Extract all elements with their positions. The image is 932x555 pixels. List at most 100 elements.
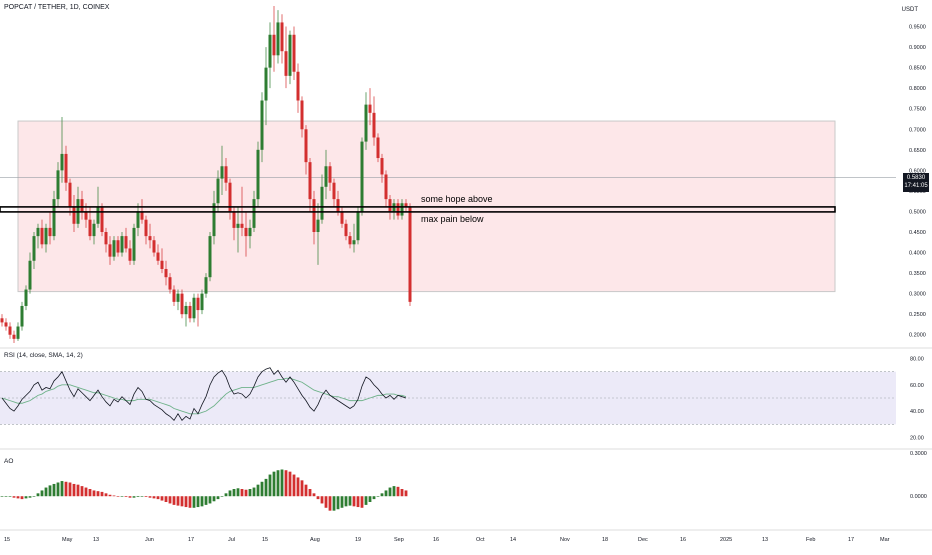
time-tick-label: Sep bbox=[394, 537, 404, 543]
time-tick-label: 13 bbox=[93, 537, 99, 543]
ao-bar bbox=[344, 496, 348, 507]
ao-bar bbox=[256, 484, 260, 497]
ao-bar bbox=[64, 481, 68, 497]
candle-body bbox=[244, 227, 248, 237]
candle-body bbox=[272, 34, 276, 56]
ao-bar bbox=[12, 496, 16, 498]
time-tick-label: Nov bbox=[560, 537, 570, 543]
price-tick-label: 0.8000 bbox=[909, 86, 926, 92]
ao-bar bbox=[72, 483, 76, 497]
ao-bar bbox=[356, 496, 360, 508]
candle-body bbox=[284, 51, 288, 76]
ao-bar bbox=[304, 484, 308, 497]
candle-body bbox=[112, 240, 116, 257]
price-tick-label: 0.3500 bbox=[909, 271, 926, 277]
ao-bar bbox=[128, 496, 132, 498]
candle-body bbox=[124, 236, 128, 249]
ao-bar bbox=[172, 496, 176, 505]
ao-bar bbox=[96, 491, 100, 497]
candle-body bbox=[328, 166, 332, 183]
candle-body bbox=[28, 260, 32, 290]
candle-body bbox=[144, 219, 148, 237]
ao-bar bbox=[360, 496, 364, 508]
candle-body bbox=[72, 207, 76, 224]
ao-bar bbox=[212, 496, 216, 502]
ao-bar bbox=[40, 490, 44, 497]
ao-bar bbox=[80, 486, 84, 497]
candle-body bbox=[88, 219, 92, 237]
candle-body bbox=[216, 178, 220, 204]
ao-bar bbox=[108, 494, 112, 497]
candle-body bbox=[56, 170, 60, 200]
ao-bar bbox=[324, 496, 328, 508]
candle-body bbox=[132, 227, 136, 261]
candle-body bbox=[128, 248, 132, 261]
candle-body bbox=[312, 199, 316, 232]
candle-body bbox=[248, 227, 252, 237]
ao-bar bbox=[20, 496, 24, 500]
ao-bar bbox=[104, 493, 108, 497]
time-tick-label: 15 bbox=[262, 537, 268, 543]
ao-bar bbox=[312, 493, 316, 497]
price-tick-label: 0.3000 bbox=[909, 292, 926, 298]
ao-bar bbox=[24, 496, 28, 499]
candle-body bbox=[136, 211, 140, 228]
candle-body bbox=[276, 22, 280, 56]
candle-body bbox=[236, 223, 240, 228]
candle-body bbox=[64, 153, 68, 183]
candle-body bbox=[264, 67, 268, 101]
candle-body bbox=[168, 277, 172, 290]
ao-bar bbox=[220, 496, 224, 497]
rsi-label: RSI (14, close, SMA, 14, 2) bbox=[4, 352, 83, 359]
candle-body bbox=[384, 174, 388, 200]
candle-body bbox=[156, 252, 160, 261]
candle-body bbox=[324, 166, 328, 187]
last-price-value: 0.5830 bbox=[906, 175, 926, 181]
candle-body bbox=[228, 182, 232, 212]
price-tick-label: 0.4000 bbox=[909, 251, 926, 257]
ao-bar bbox=[240, 489, 244, 497]
candle-body bbox=[208, 236, 212, 278]
candle-body bbox=[20, 305, 24, 327]
ao-bar bbox=[284, 470, 288, 497]
ao-bar bbox=[100, 491, 104, 497]
currency-label: USDT bbox=[901, 7, 918, 13]
candle-body bbox=[400, 203, 404, 216]
ao-bar bbox=[156, 496, 160, 500]
time-tick-label: Oct bbox=[476, 537, 485, 543]
candle-body bbox=[360, 141, 364, 212]
candle-body bbox=[148, 236, 152, 241]
ao-bar bbox=[44, 487, 48, 497]
ao-bar bbox=[192, 496, 196, 508]
ao-bar bbox=[16, 496, 20, 499]
time-tick-label: 2025 bbox=[720, 537, 732, 543]
candle-body bbox=[408, 207, 412, 302]
candle-body bbox=[308, 162, 312, 200]
candle-body bbox=[84, 211, 88, 220]
ao-bar bbox=[364, 496, 368, 505]
ao-bar bbox=[316, 496, 320, 500]
time-tick-label: Aug bbox=[310, 537, 320, 543]
ao-bar bbox=[388, 487, 392, 497]
ao-bar bbox=[328, 496, 332, 511]
candle-body bbox=[240, 223, 244, 228]
candle-body bbox=[316, 219, 320, 232]
ao-bar bbox=[300, 480, 304, 497]
ao-bar bbox=[140, 496, 144, 497]
ao-bar bbox=[180, 496, 184, 507]
ao-bar bbox=[52, 483, 56, 497]
rsi-tick-label: 60.00 bbox=[910, 383, 924, 389]
candle-body bbox=[280, 22, 284, 52]
candle-body bbox=[388, 199, 392, 212]
ao-bar bbox=[404, 490, 408, 497]
candle-body bbox=[296, 71, 300, 101]
ao-bar bbox=[8, 496, 12, 497]
ao-bar bbox=[336, 496, 340, 510]
rsi-tick-label: 20.00 bbox=[910, 435, 924, 441]
candle-body bbox=[372, 112, 376, 138]
ao-bar bbox=[84, 487, 88, 497]
candle-body bbox=[140, 211, 144, 220]
ao-bar bbox=[232, 489, 236, 497]
price-tick-label: 0.7000 bbox=[909, 127, 926, 133]
